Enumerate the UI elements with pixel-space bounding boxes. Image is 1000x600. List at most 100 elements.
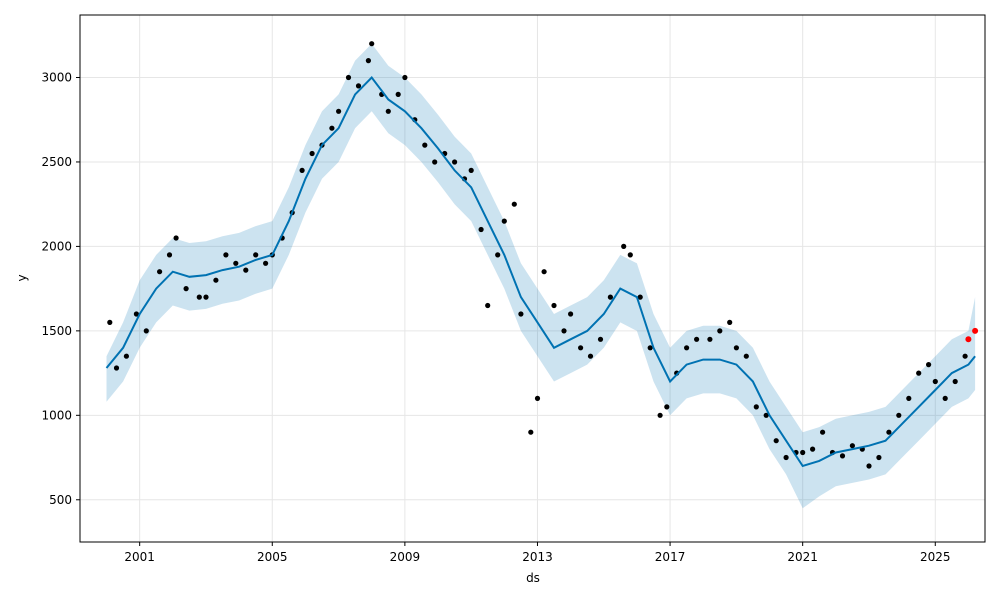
observed-point <box>478 226 484 233</box>
highlight-point <box>965 336 972 343</box>
highlight-point <box>972 327 979 334</box>
observed-point <box>932 378 938 385</box>
observed-point <box>820 429 826 435</box>
x-tick-label: 2013 <box>522 550 553 564</box>
x-tick-label: 2017 <box>655 550 686 564</box>
x-axis: 2001 2005 2009 2013 2017 2021 2025 <box>124 542 951 564</box>
observed-point <box>906 395 912 401</box>
observed-point <box>107 319 113 325</box>
observed-point <box>839 453 846 459</box>
uncertainty-interval-band <box>106 43 976 509</box>
observed-point <box>518 311 524 317</box>
observed-point <box>528 429 534 435</box>
observed-point <box>866 463 872 469</box>
observed-point <box>916 370 922 376</box>
observed-point <box>886 429 892 435</box>
observed-point <box>501 218 507 224</box>
observed-point <box>299 167 305 173</box>
observed-point <box>727 319 733 325</box>
observed-point <box>113 365 120 371</box>
observed-point <box>607 294 614 300</box>
observed-point <box>684 345 690 351</box>
recent-highlight-points <box>965 327 979 343</box>
y-tick-label: 1000 <box>41 408 72 422</box>
x-tick-label: 2021 <box>787 550 818 564</box>
observed-point <box>355 83 362 89</box>
observed-point <box>952 378 958 385</box>
observed-point <box>422 142 428 148</box>
grid-lines <box>80 15 985 542</box>
observed-point <box>541 269 547 275</box>
observed-point <box>551 302 557 309</box>
observed-point <box>561 328 567 334</box>
observed-point <box>395 91 401 97</box>
y-axis-label: y <box>15 274 29 281</box>
observed-point <box>743 353 749 359</box>
observed-point <box>621 243 627 249</box>
observed-point <box>243 267 249 273</box>
x-tick-label: 2001 <box>124 550 155 564</box>
observed-point <box>707 336 713 342</box>
observed-point <box>385 108 391 114</box>
observed-point <box>783 454 789 461</box>
observed-point <box>578 345 584 351</box>
observed-point <box>233 260 239 266</box>
observed-point <box>402 74 408 81</box>
observed-point <box>329 125 335 131</box>
observed-point <box>717 328 723 334</box>
observed-point <box>773 438 779 444</box>
observed-point <box>203 294 209 300</box>
observed-point <box>223 252 229 258</box>
y-axis: 500 1000 1500 2000 2500 3000 <box>41 70 80 507</box>
observed-point <box>365 58 371 64</box>
observed-point <box>485 302 491 309</box>
observed-point <box>495 252 501 258</box>
observed-point <box>733 345 740 351</box>
observed-point <box>183 286 189 292</box>
observed-point <box>253 252 259 258</box>
observed-point <box>166 252 173 258</box>
observed-point <box>123 353 129 359</box>
observed-point <box>534 395 541 401</box>
observed-point <box>452 159 458 165</box>
y-tick-label: 1500 <box>41 324 72 338</box>
observed-point <box>587 353 594 359</box>
observed-point <box>753 404 759 410</box>
observed-point <box>369 41 375 47</box>
observed-point <box>637 294 643 300</box>
observed-point <box>133 311 139 317</box>
y-tick-label: 500 <box>49 493 72 507</box>
observed-point <box>627 252 633 258</box>
observed-point <box>196 294 202 300</box>
x-tick-label: 2005 <box>257 550 288 564</box>
observed-point <box>432 159 438 165</box>
y-tick-label: 2500 <box>41 155 72 169</box>
observed-point <box>345 74 352 81</box>
observed-point <box>336 108 342 114</box>
observed-point <box>511 201 517 207</box>
observed-point <box>876 454 882 461</box>
observed-point <box>157 269 163 275</box>
observed-point <box>597 336 604 342</box>
observed-point <box>962 353 968 359</box>
forecast-line <box>105 75 976 468</box>
observed-point <box>213 277 219 283</box>
observed-point <box>810 446 816 452</box>
observed-point <box>173 235 179 241</box>
x-tick-label: 2025 <box>920 550 951 564</box>
observed-point <box>657 412 663 418</box>
observed-point <box>664 404 670 410</box>
observed-point <box>896 412 902 418</box>
observed-point <box>647 345 653 351</box>
observed-point <box>800 449 806 456</box>
observed-point <box>468 167 474 173</box>
x-axis-label: ds <box>526 571 540 585</box>
observed-point <box>309 150 315 157</box>
observed-point <box>263 260 269 266</box>
observed-point <box>942 395 948 401</box>
observed-point <box>926 362 932 368</box>
observed-point <box>849 443 856 449</box>
y-tick-label: 2000 <box>41 239 72 253</box>
plot-frame <box>79 14 986 543</box>
